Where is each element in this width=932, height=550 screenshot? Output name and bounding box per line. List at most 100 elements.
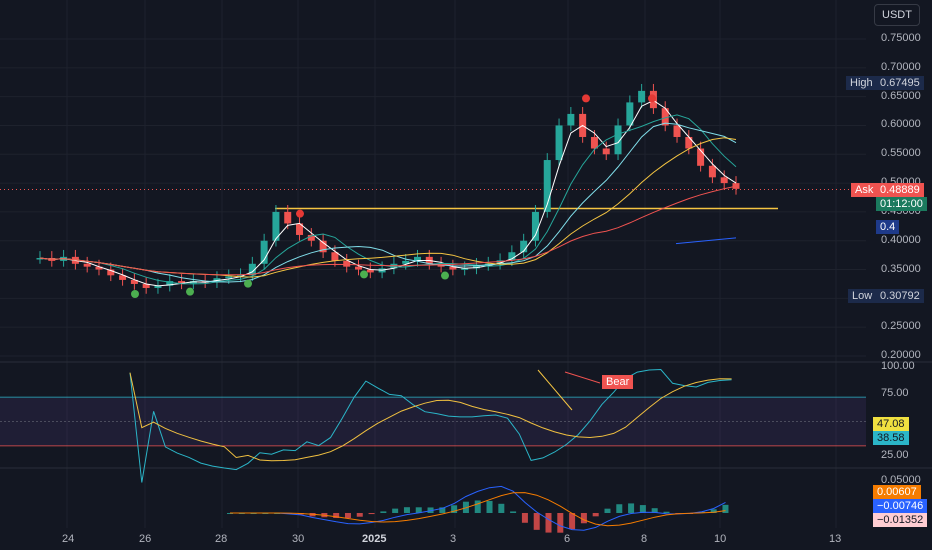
macd-histogram-bar	[510, 511, 517, 513]
buy-signal-dot	[186, 287, 194, 296]
price-tick: 0.75000	[881, 32, 921, 44]
candle-body	[720, 177, 728, 184]
macd-histogram-bar	[557, 513, 564, 533]
macd-histogram-bar	[439, 507, 446, 513]
buy-signal-dot	[131, 289, 139, 298]
candle-body	[602, 148, 610, 155]
date-label: 28	[215, 533, 228, 545]
candle-body	[355, 266, 363, 270]
candle-body	[260, 240, 268, 264]
macd-line	[230, 485, 726, 531]
macd-histogram-bar	[698, 511, 705, 513]
high-value: 0.67495	[876, 76, 924, 90]
buy-signal-dot	[360, 270, 368, 279]
price-tick: 0.40000	[881, 233, 921, 246]
macd-histogram-bar	[403, 507, 410, 513]
candle-body	[307, 234, 315, 241]
price-tick: 0.60000	[881, 118, 921, 131]
candle-body	[248, 263, 256, 276]
candle-body	[567, 113, 575, 126]
candle-body	[413, 256, 421, 261]
sell-signal-dot	[296, 209, 304, 218]
candle-body	[402, 260, 410, 264]
candle-body	[708, 165, 716, 178]
candle-body	[237, 275, 245, 277]
candle-body	[496, 260, 504, 264]
candle-body	[83, 263, 91, 267]
macd-histogram-bar	[580, 513, 587, 524]
candle-body	[732, 183, 740, 189]
currency-selector[interactable]: USDT	[874, 4, 920, 26]
candle-body	[697, 148, 705, 166]
divergence-trendline	[564, 371, 601, 384]
macd-histogram-bar	[533, 513, 540, 530]
candle-body	[520, 240, 528, 253]
date-label: 6	[564, 533, 571, 545]
low-tag: Low	[848, 289, 877, 303]
rsi-value: 38.58	[873, 431, 909, 445]
price-tick: 0.25000	[881, 320, 921, 333]
candle-body	[543, 160, 551, 212]
sell-signal-dot	[582, 94, 590, 103]
price-tick: 0.20000	[881, 349, 921, 361]
level-line	[675, 237, 737, 245]
candle-body	[36, 258, 44, 260]
candle-body	[508, 252, 516, 261]
candle-body	[284, 211, 292, 224]
date-label: 10	[714, 533, 727, 545]
candle-body	[638, 90, 646, 103]
level-value-tag: 0.4	[876, 220, 900, 234]
macd-histogram-bar	[498, 503, 505, 513]
price-tick: 0.35000	[881, 262, 921, 275]
candle-body	[449, 266, 457, 270]
candle-body	[590, 136, 598, 149]
ask-tag: Ask	[851, 183, 878, 197]
macd-tick: 0.05000	[881, 474, 921, 486]
candle-body	[142, 283, 150, 288]
macd-histogram-bar	[616, 504, 623, 513]
low-value: 0.30792	[876, 289, 924, 303]
high-tag: High	[846, 76, 877, 90]
candle-body	[119, 275, 127, 280]
macd-histogram-bar	[628, 503, 635, 513]
macd-histogram-bar	[710, 509, 717, 513]
macd-histogram-bar	[356, 513, 363, 517]
rsi-signal-line	[129, 372, 732, 462]
date-label: 13	[829, 533, 842, 545]
candle-body	[555, 125, 563, 161]
macd-histogram-bar	[521, 513, 528, 523]
bear-divergence-label: Bear	[602, 375, 634, 389]
macd-histogram-bar	[344, 513, 351, 519]
candle-body	[614, 125, 622, 155]
macd-signal-line	[230, 492, 726, 527]
date-label: 3	[450, 533, 457, 545]
ask-value: 0.48889	[876, 183, 924, 197]
macd-histogram-bar	[604, 508, 611, 513]
macd-histogram-bar	[651, 508, 658, 513]
sell-signal-dot	[648, 94, 656, 103]
candle-body	[130, 279, 138, 284]
date-label: 30	[292, 533, 305, 545]
macd-histogram-bar	[451, 505, 458, 513]
macd-histogram-bar	[415, 507, 422, 513]
ma-fast-line	[39, 99, 737, 287]
date-label-year: 2025	[362, 533, 387, 545]
macd-histogram-bar	[368, 513, 375, 515]
buy-signal-dot	[441, 271, 449, 280]
macd-histogram-bar	[592, 513, 599, 517]
candle-body	[626, 102, 634, 126]
macd-histogram-bar	[569, 513, 576, 530]
macd-histogram-bar	[639, 505, 646, 513]
countdown-timer: 01:12:00	[876, 197, 927, 211]
ma-slow-line	[39, 137, 737, 278]
date-label: 24	[62, 533, 75, 545]
macd-line-value: −0.00746	[873, 499, 928, 513]
macd-histogram-bar	[663, 511, 670, 513]
candle-body	[95, 266, 103, 270]
ma-line	[39, 122, 737, 283]
price-tick: 0.55000	[881, 147, 921, 160]
candle-body	[531, 211, 539, 241]
macd-histogram-bar	[392, 508, 399, 513]
